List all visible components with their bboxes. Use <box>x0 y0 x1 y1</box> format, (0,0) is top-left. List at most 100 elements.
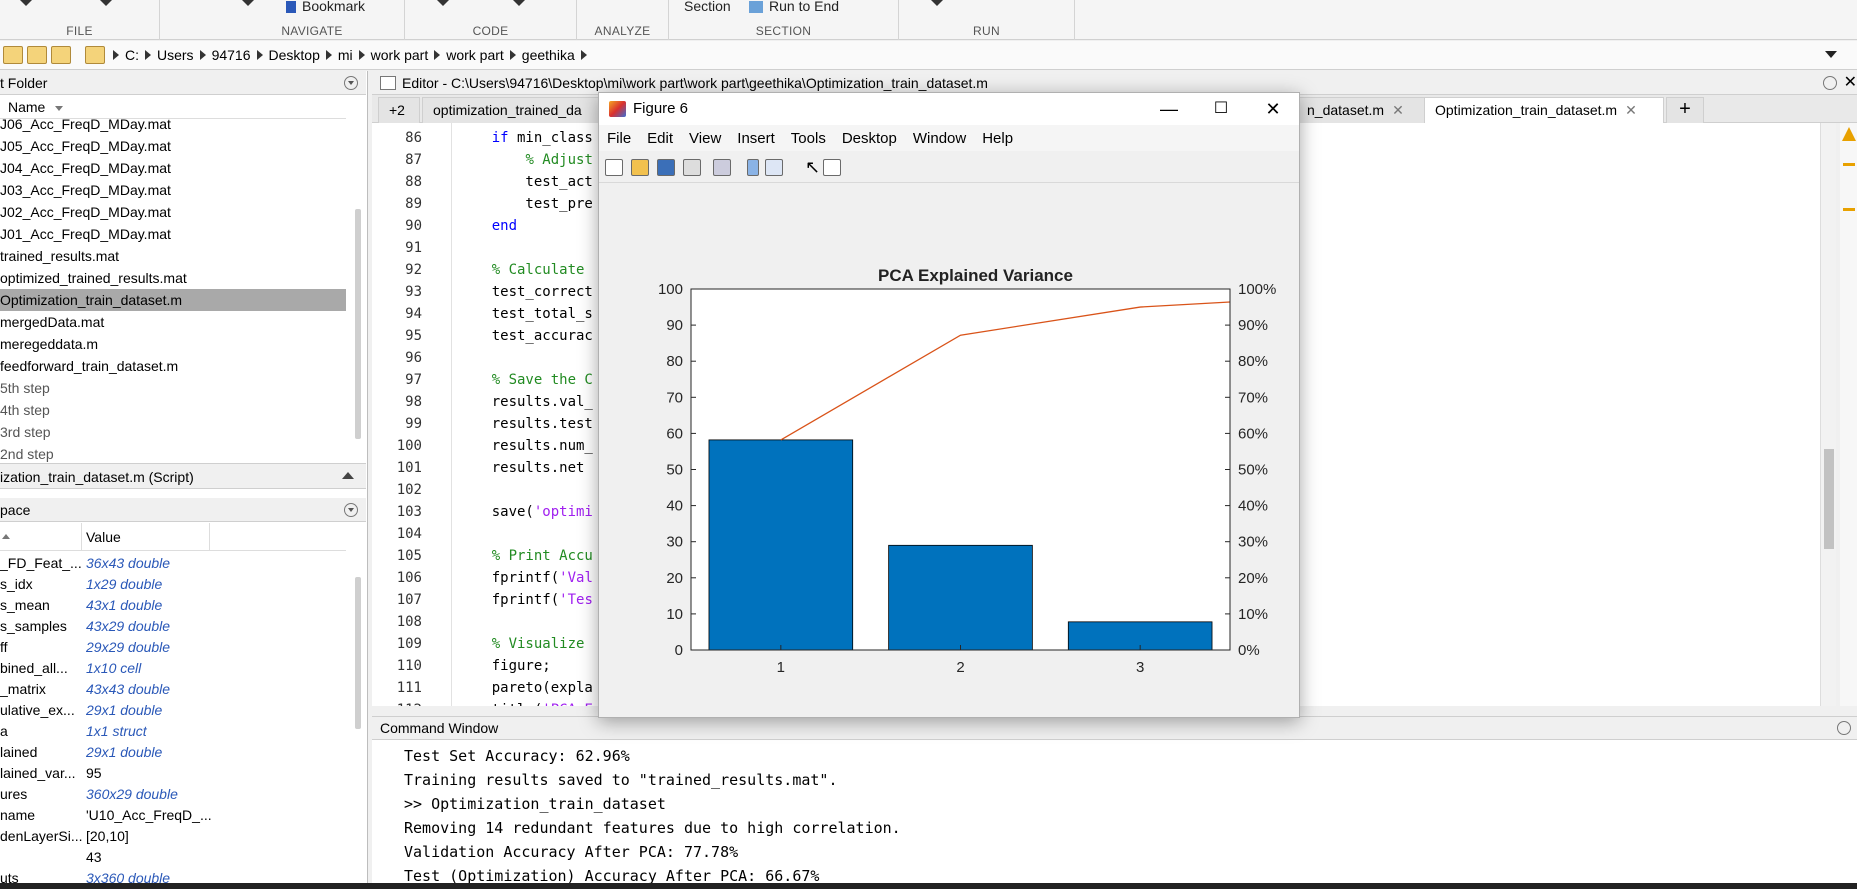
name-column-header[interactable]: Name <box>0 95 346 119</box>
breadcrumb-item[interactable]: mi <box>337 47 353 63</box>
workspace-variable-row[interactable]: 43 <box>0 847 346 868</box>
breadcrumb-separator-icon[interactable] <box>256 50 263 60</box>
tab-close-icon[interactable]: ✕ <box>1392 102 1404 118</box>
figure-menu-help[interactable]: Help <box>982 129 1014 147</box>
file-list-item[interactable]: J04_Acc_FreqD_MDay.mat <box>0 157 346 179</box>
code-line[interactable]: % Print Accu <box>458 545 593 567</box>
figure-title-bar[interactable]: Figure 6 — ☐ ✕ <box>599 93 1299 125</box>
breadcrumb-separator-icon[interactable] <box>113 50 119 60</box>
warning-marker[interactable] <box>1843 163 1855 166</box>
file-list-item[interactable]: 5th step <box>0 377 346 399</box>
workspace-variable-row[interactable]: lained 29x1 double <box>0 742 346 763</box>
minimize-icon[interactable]: — <box>1160 99 1178 119</box>
figure-menu-file[interactable]: File <box>607 129 632 147</box>
property-inspector-icon[interactable] <box>823 159 841 176</box>
code-line[interactable]: % Calculate <box>458 259 585 281</box>
breadcrumb-separator-icon[interactable] <box>325 50 332 60</box>
code-dropdown-icon[interactable] <box>437 0 449 6</box>
file-list-item[interactable]: J03_Acc_FreqD_MDay.mat <box>0 179 346 201</box>
tab-overflow[interactable]: +2 <box>378 97 420 123</box>
details-bar[interactable]: ization_train_dataset.m (Script) <box>0 463 366 489</box>
breadcrumb-item[interactable]: geethika <box>521 47 575 63</box>
colorbar-icon[interactable] <box>747 159 759 176</box>
up-folder-icon[interactable] <box>51 46 71 64</box>
workspace-variable-row[interactable]: ulative_ex... 29x1 double <box>0 700 346 721</box>
file-dropdown-icon[interactable] <box>20 0 32 6</box>
code-line[interactable]: if min_class <box>458 127 593 149</box>
panel-actions-icon[interactable] <box>344 76 358 90</box>
code-line[interactable]: test_correct <box>458 281 593 303</box>
file-list-item[interactable]: meregeddata.m <box>0 333 346 355</box>
tab-close-icon[interactable]: ✕ <box>1625 102 1637 118</box>
workspace-actions-icon[interactable] <box>344 503 358 517</box>
close-icon[interactable]: ✕ <box>1265 99 1281 119</box>
code-line[interactable]: end <box>458 215 517 237</box>
workspace-variable-row[interactable]: a 1x1 struct <box>0 721 346 742</box>
back-icon[interactable] <box>3 46 23 64</box>
file-list-item[interactable]: 2nd step <box>0 443 346 465</box>
figure-menu-window[interactable]: Window <box>912 129 967 147</box>
workspace-variable-row[interactable]: _FD_Feat_... 36x43 double <box>0 553 346 574</box>
value-column[interactable]: Value <box>86 523 210 551</box>
navigate-dropdown-icon[interactable] <box>242 0 254 6</box>
file-list-item[interactable]: trained_results.mat <box>0 245 346 267</box>
workspace-variable-row[interactable]: lained_var... 95 <box>0 763 346 784</box>
file-list-item[interactable]: J01_Acc_FreqD_MDay.mat <box>0 223 346 245</box>
warning-icon[interactable] <box>1842 127 1856 141</box>
workspace-variable-row[interactable]: _matrix 43x43 double <box>0 679 346 700</box>
file-list-item[interactable]: 3rd step <box>0 421 346 443</box>
code-line[interactable]: test_pre <box>458 193 592 215</box>
run-dropdown-icon[interactable] <box>931 0 943 6</box>
code-line[interactable]: % Visualize <box>458 633 585 655</box>
collapse-icon[interactable] <box>342 472 354 479</box>
code-line[interactable]: results.test <box>458 413 593 435</box>
workspace-variable-row[interactable]: s_idx 1x29 double <box>0 574 346 595</box>
code-line[interactable]: pareto(expla <box>458 677 593 699</box>
command-window[interactable]: Test Set Accuracy: 62.96% Training result… <box>372 740 1857 889</box>
address-dropdown-icon[interactable] <box>1825 51 1837 58</box>
code-line[interactable]: figure; <box>458 655 551 677</box>
file-list-item[interactable]: mergedData.mat <box>0 311 346 333</box>
code-line[interactable]: test_act <box>458 171 592 193</box>
figure-menu-insert[interactable]: Insert <box>737 129 775 147</box>
workspace-variable-row[interactable]: s_mean 43x1 double <box>0 595 346 616</box>
file-list-item[interactable]: Optimization_train_dataset.m <box>0 289 346 311</box>
breadcrumb-item[interactable]: work part <box>446 47 504 63</box>
code-line[interactable]: test_accurac <box>458 325 593 347</box>
code-line[interactable]: title('PCA E <box>458 699 593 706</box>
file-list-scrollbar[interactable] <box>355 209 361 439</box>
breadcrumb-separator-icon[interactable] <box>509 50 516 60</box>
warning-marker-2[interactable] <box>1843 208 1855 211</box>
figure-menu-view[interactable]: View <box>689 129 722 147</box>
code-line[interactable]: test_total_s <box>458 303 593 325</box>
maximize-icon[interactable]: ☐ <box>1213 100 1229 117</box>
file-list-item[interactable]: 4th step <box>0 399 346 421</box>
new-tab-button[interactable]: + <box>1666 97 1704 123</box>
new-figure-icon[interactable] <box>605 159 623 176</box>
breadcrumb-item[interactable]: Users <box>157 47 194 63</box>
code-line[interactable]: results.val_ <box>458 391 593 413</box>
workspace-variable-row[interactable]: denLayerSi... [20,10] <box>0 826 346 847</box>
code-line[interactable]: save('optimi <box>458 501 593 523</box>
editor-scrollbar[interactable] <box>1820 123 1836 706</box>
open-file-icon[interactable] <box>631 159 649 176</box>
code-line[interactable]: % Save the C <box>458 369 593 391</box>
editor-close-icon[interactable]: ✕ <box>1843 74 1857 91</box>
legend-icon[interactable] <box>765 159 783 176</box>
print-icon[interactable] <box>683 159 701 176</box>
file-dropdown-icon-2[interactable] <box>100 0 112 6</box>
save-icon[interactable] <box>657 159 675 176</box>
editor-actions-icon[interactable] <box>1823 76 1837 90</box>
link-icon[interactable] <box>713 159 731 176</box>
workspace-variable-row[interactable]: ff 29x29 double <box>0 637 346 658</box>
code-line[interactable]: fprintf('Tes <box>458 589 593 611</box>
workspace-variable-row[interactable]: uts 3x360 double <box>0 868 346 889</box>
figure-menu-tools[interactable]: Tools <box>790 129 826 147</box>
bookmark-button[interactable]: Bookmark <box>286 0 365 14</box>
workspace-variable-row[interactable]: ures 360x29 double <box>0 784 346 805</box>
section-button[interactable]: Section <box>684 0 731 14</box>
breadcrumb-item[interactable]: C: <box>125 47 139 63</box>
figure-menu-desktop[interactable]: Desktop <box>841 129 897 147</box>
breadcrumb-separator-icon[interactable] <box>434 50 441 60</box>
breadcrumb-item[interactable]: Desktop <box>268 47 320 63</box>
